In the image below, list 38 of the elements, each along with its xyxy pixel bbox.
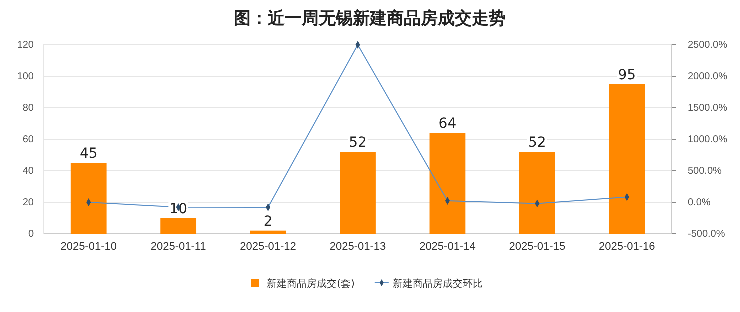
bar bbox=[609, 84, 646, 234]
y-tick-label: 80 bbox=[22, 103, 34, 114]
x-tick-label: 2025-01-16 bbox=[599, 240, 656, 253]
data-label: 10 bbox=[170, 201, 188, 218]
y-tick-label: 20 bbox=[22, 198, 34, 209]
x-tick-label: 2025-01-13 bbox=[330, 240, 386, 253]
data-label: 95 bbox=[618, 67, 636, 84]
data-label: 2 bbox=[264, 214, 273, 230]
bar bbox=[70, 163, 107, 234]
legend-label: 新建商品房成交(套) bbox=[267, 278, 355, 290]
y2-tick-label: 1500.0% bbox=[688, 103, 728, 114]
y-tick-label: 40 bbox=[22, 166, 34, 178]
y-tick-label: 60 bbox=[22, 134, 34, 146]
x-tick-label: 2025-01-14 bbox=[420, 240, 476, 253]
x-tick-label: 2025-01-12 bbox=[240, 240, 296, 253]
y-tick-label: 120 bbox=[17, 40, 34, 52]
data-label: 64 bbox=[438, 116, 457, 132]
bar bbox=[250, 230, 286, 234]
y2-tick-label: 2500.0% bbox=[688, 40, 728, 52]
y-tick-label: 100 bbox=[17, 72, 34, 83]
y-tick-label: 0 bbox=[28, 229, 34, 240]
bar bbox=[340, 152, 376, 234]
chart-title: 图：近一周无锡新建商品房成交走势 bbox=[234, 9, 506, 29]
y2-tick-label: -500.0% bbox=[688, 229, 726, 240]
x-tick-label: 2025-01-15 bbox=[509, 240, 566, 253]
bar bbox=[160, 218, 197, 234]
y2-tick-label: 2000.0% bbox=[688, 72, 728, 83]
legend-label: 新建商品房成交环比 bbox=[392, 278, 483, 290]
y2-tick-label: 0.0% bbox=[688, 198, 711, 209]
bar bbox=[430, 133, 466, 234]
data-label: 52 bbox=[349, 135, 367, 152]
x-tick-label: 2025-01-11 bbox=[150, 240, 206, 253]
data-label: 52 bbox=[528, 135, 546, 152]
y2-tick-label: 1000.0% bbox=[688, 134, 728, 146]
bar bbox=[519, 152, 556, 234]
y2-tick-label: 500.0% bbox=[688, 166, 722, 178]
data-label: 45 bbox=[80, 146, 98, 162]
x-tick-label: 2025-01-10 bbox=[60, 240, 117, 253]
